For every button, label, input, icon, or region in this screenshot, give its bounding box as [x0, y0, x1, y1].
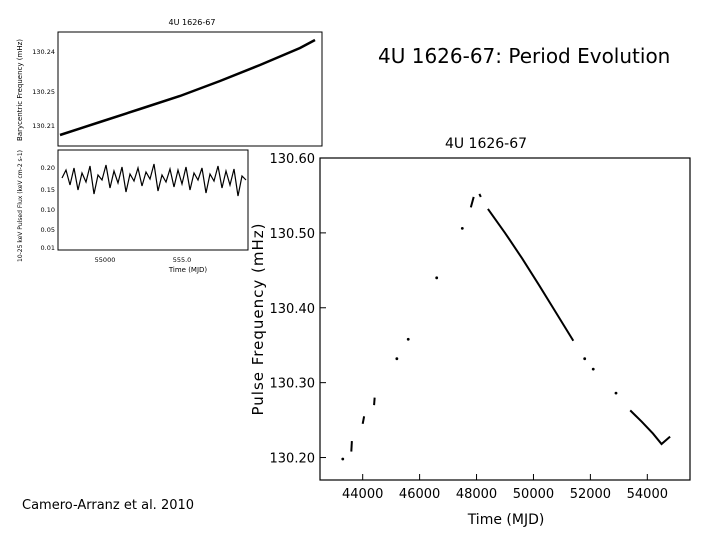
- inset-bottom-frame: [57, 149, 249, 251]
- inset-xlabel: Time (MJD): [168, 266, 208, 274]
- inset-top-ytick: 130.21: [32, 122, 55, 130]
- data-segment: [629, 409, 671, 446]
- inset-bottom-ytick: 0.15: [41, 186, 55, 194]
- data-point: [395, 357, 399, 361]
- inset-xtick: 555.0: [173, 256, 192, 264]
- data-point: [406, 337, 410, 341]
- inset-bottom-ytick: 0.01: [41, 244, 55, 252]
- y-tick-label: 130.50: [270, 227, 316, 242]
- data-segment: [478, 193, 482, 198]
- x-axis: 44000 46000 48000 50000 52000 54000: [342, 474, 668, 502]
- plot-frame: [319, 157, 691, 481]
- data-segment: [361, 416, 366, 425]
- data-point: [583, 357, 587, 361]
- inset-top-ytick: 130.25: [32, 88, 55, 96]
- main-chart: 4U 1626-67 130.20 130.30 130.40 130.50 130.6…: [249, 136, 691, 528]
- data-segment: [469, 196, 475, 208]
- inset-title: 4U 1626-67: [169, 18, 216, 27]
- data-point: [614, 391, 618, 395]
- y-tick-label: 130.40: [270, 302, 316, 317]
- data-segment: [487, 208, 575, 342]
- y-tick-label: 130.20: [270, 452, 316, 467]
- x-tick-label: 46000: [399, 487, 440, 502]
- x-tick-label: 44000: [342, 487, 383, 502]
- slide-title: 4U 1626-67: Period Evolution: [378, 44, 671, 68]
- inset-chart: 4U 1626-67 130.24 130.25 130.21 Barycent…: [16, 18, 323, 274]
- inset-xtick: 55000: [95, 256, 116, 264]
- data-segment: [350, 441, 353, 452]
- data-layer: [341, 193, 671, 461]
- inset-bottom-ylabel: 10-25 keV Pulsed Flux (keV cm-2 s-1): [17, 150, 24, 262]
- inset-top-ylabel: Barycentric Frequency (mHz): [16, 39, 24, 141]
- inset-frequency-curve: [59, 38, 316, 137]
- data-point: [341, 457, 345, 461]
- data-segment: [373, 397, 376, 406]
- main-chart-title: 4U 1626-67: [445, 136, 527, 152]
- x-tick-label: 48000: [456, 487, 497, 502]
- y-axis-label: Pulse Frequency (mHz): [249, 223, 267, 416]
- citation: Camero-Arranz et al. 2010: [22, 498, 195, 513]
- y-tick-label: 130.30: [270, 377, 316, 392]
- data-point: [460, 226, 464, 230]
- inset-flux-points: [61, 163, 247, 197]
- x-tick-label: 54000: [627, 487, 668, 502]
- inset-bottom-ytick: 0.10: [41, 206, 55, 214]
- x-tick-label: 52000: [570, 487, 611, 502]
- inset-top-frame: [57, 31, 323, 147]
- x-axis-label: Time (MJD): [467, 512, 545, 528]
- inset-top-ytick: 130.24: [32, 48, 55, 56]
- data-point: [591, 367, 595, 371]
- y-tick-label: 130.60: [270, 152, 316, 167]
- inset-bottom-ytick: 0.20: [41, 164, 55, 172]
- y-axis: 130.20 130.30 130.40 130.50 130.60: [270, 152, 326, 467]
- data-point: [435, 276, 439, 280]
- x-tick-label: 50000: [513, 487, 554, 502]
- inset-bottom-ytick: 0.05: [41, 226, 55, 234]
